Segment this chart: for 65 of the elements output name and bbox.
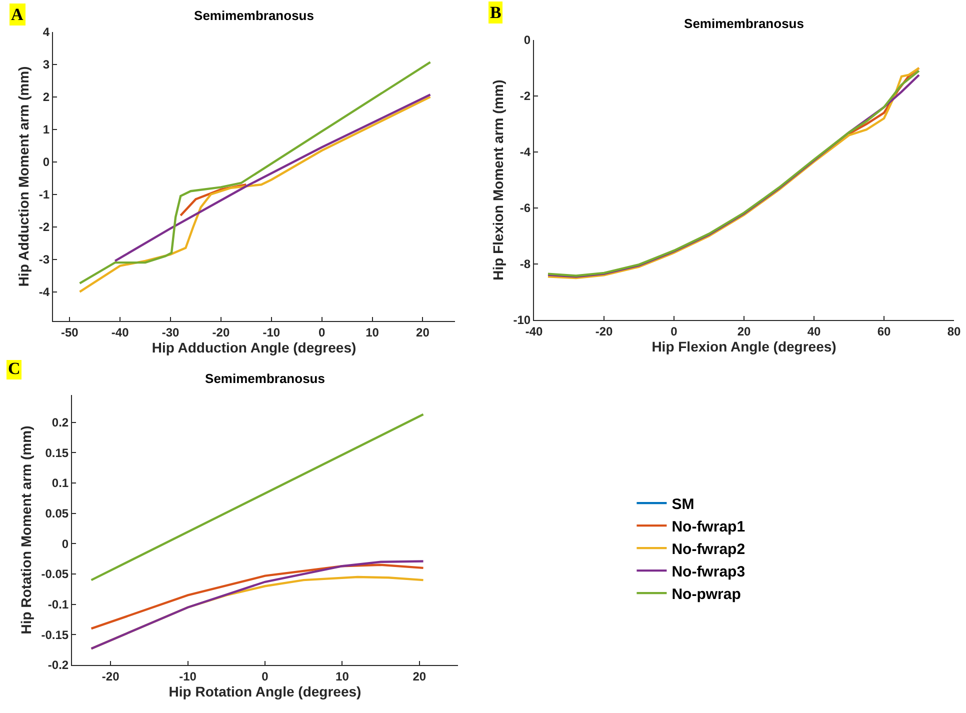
y-tick-label: 2 (42, 90, 50, 104)
line-series (90, 560, 424, 650)
x-tick-label: -40 (111, 325, 130, 340)
text: A (11, 5, 24, 24)
chart-title: Semimembranosus (205, 371, 325, 386)
y-tick-label: -4 (520, 145, 531, 160)
y-tick-label: 0.15 (45, 446, 69, 460)
y-tick-label: -0.05 (41, 567, 69, 582)
y-axis-title: Hip Adduction Moment arm (mm) (16, 66, 32, 287)
legend-label: No-pwrap (672, 586, 741, 603)
line-series (114, 94, 432, 262)
line-series (78, 61, 432, 284)
line-series (78, 96, 432, 293)
x-tick-label: 0 (670, 324, 678, 338)
y-tick-label: -0.1 (48, 598, 69, 612)
y-tick-label: 0.05 (45, 506, 69, 521)
x-axis-title: Hip Flexion Angle (degrees) (652, 338, 836, 355)
chart-title: Semimembranosus (194, 8, 314, 23)
x-tick-label: 10 (366, 325, 380, 340)
y-tick-label: 0 (524, 33, 531, 48)
y-tick-label: -0.15 (41, 628, 69, 642)
text: C (8, 359, 20, 378)
y-tick-label: -2 (520, 89, 531, 104)
y-tick-label: 0.1 (52, 476, 69, 490)
text: B (490, 3, 502, 22)
line-series (180, 184, 248, 217)
legend-label: No-fwrap2 (672, 540, 746, 558)
y-axis-title: Hip Flexion Moment arm (mm) (490, 80, 506, 280)
x-tick-label: -20 (595, 324, 613, 338)
x-tick-label: 40 (807, 324, 821, 338)
x-tick-label: 80 (947, 324, 961, 338)
x-tick-label: -10 (262, 325, 280, 340)
y-tick-label: -8 (520, 257, 531, 272)
x-tick-label: 20 (416, 325, 430, 340)
x-axis-title: Hip Adduction Angle (degrees) (152, 340, 356, 356)
x-tick-label: 0 (318, 325, 326, 340)
x-tick-label: 10 (336, 669, 350, 684)
y-tick-label: -2 (38, 220, 50, 234)
x-tick-label: -50 (60, 325, 79, 340)
line-series (90, 564, 424, 630)
x-tick-label: -20 (212, 325, 230, 340)
x-tick-label: 20 (412, 669, 426, 684)
legend-label: No-fwrap1 (672, 518, 746, 536)
x-tick-label: -30 (162, 325, 180, 340)
legend-label: SM (672, 496, 694, 513)
chart-title: Semimembranosus (684, 16, 804, 31)
x-tick-label: 20 (737, 324, 751, 338)
y-tick-label: 3 (42, 58, 50, 72)
y-tick-label: 1 (42, 122, 50, 137)
x-tick-label: 0 (262, 669, 269, 684)
y-tick-label: 0.2 (52, 416, 69, 430)
x-tick-label: -10 (179, 669, 197, 684)
y-tick-label: -0.2 (48, 658, 69, 672)
x-tick-label: -20 (102, 669, 120, 684)
legend-label: No-fwrap3 (672, 563, 746, 580)
y-tick-label: 0 (42, 155, 50, 170)
x-axis-title: Hip Rotation Angle (degrees) (168, 684, 362, 700)
y-tick-label: -4 (38, 284, 50, 299)
y-tick-label: 0 (62, 536, 69, 551)
y-tick-label: -6 (520, 201, 531, 216)
y-tick-label: 4 (42, 25, 50, 40)
y-tick-label: -1 (38, 188, 50, 202)
x-tick-label: 60 (877, 324, 891, 338)
y-tick-label: -3 (38, 252, 50, 266)
y-axis-title: Hip Rotation Moment arm (mm) (18, 426, 34, 634)
